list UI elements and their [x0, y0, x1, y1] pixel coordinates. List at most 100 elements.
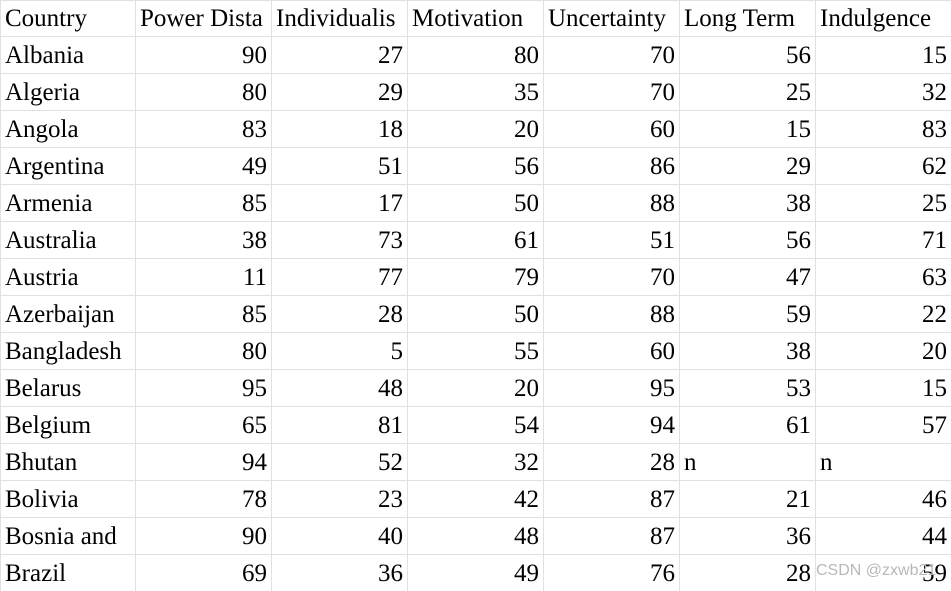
cell[interactable]: 54 — [407, 406, 544, 444]
cell[interactable]: 62 — [815, 147, 951, 185]
cell[interactable]: 76 — [543, 554, 680, 591]
cell[interactable]: 20 — [815, 332, 951, 370]
cell[interactable]: 88 — [543, 295, 680, 333]
header-cell[interactable]: Long Term — [679, 0, 816, 37]
cell[interactable]: 86 — [543, 147, 680, 185]
cell[interactable]: 17 — [271, 184, 408, 222]
cell[interactable]: 20 — [407, 110, 544, 148]
cell[interactable]: 50 — [407, 295, 544, 333]
cell[interactable]: 48 — [407, 517, 544, 555]
cell[interactable]: 49 — [407, 554, 544, 591]
cell[interactable]: 71 — [815, 221, 951, 259]
cell[interactable]: 20 — [407, 369, 544, 407]
cell[interactable]: 85 — [135, 184, 272, 222]
cell[interactable]: 59 — [815, 554, 951, 591]
cell[interactable]: 48 — [271, 369, 408, 407]
cell[interactable]: Austria — [0, 258, 136, 296]
cell[interactable]: 5 — [271, 332, 408, 370]
cell[interactable]: 94 — [135, 443, 272, 481]
cell[interactable]: 49 — [135, 147, 272, 185]
cell[interactable]: Azerbaijan — [0, 295, 136, 333]
cell[interactable]: 35 — [407, 73, 544, 111]
header-cell[interactable]: Power Dista — [135, 0, 272, 37]
cell[interactable]: 11 — [135, 258, 272, 296]
cell[interactable]: 77 — [271, 258, 408, 296]
cell[interactable]: 80 — [407, 36, 544, 74]
cell[interactable]: n — [815, 443, 951, 481]
cell[interactable]: 95 — [543, 369, 680, 407]
cell[interactable]: 38 — [679, 184, 816, 222]
cell[interactable]: 73 — [271, 221, 408, 259]
cell[interactable]: 47 — [679, 258, 816, 296]
cell[interactable]: 78 — [135, 480, 272, 518]
cell[interactable]: 25 — [815, 184, 951, 222]
cell[interactable]: 65 — [135, 406, 272, 444]
cell[interactable]: 69 — [135, 554, 272, 591]
cell[interactable]: 57 — [815, 406, 951, 444]
cell[interactable]: 90 — [135, 517, 272, 555]
cell[interactable]: Australia — [0, 221, 136, 259]
cell[interactable]: 28 — [679, 554, 816, 591]
cell[interactable]: 36 — [679, 517, 816, 555]
cell[interactable]: Bosnia and — [0, 517, 136, 555]
cell[interactable]: Argentina — [0, 147, 136, 185]
cell[interactable]: 88 — [543, 184, 680, 222]
cell[interactable]: Armenia — [0, 184, 136, 222]
cell[interactable]: 56 — [407, 147, 544, 185]
cell[interactable]: 15 — [815, 36, 951, 74]
cell[interactable]: 29 — [679, 147, 816, 185]
cell[interactable]: Belarus — [0, 369, 136, 407]
cell[interactable]: 70 — [543, 73, 680, 111]
cell[interactable]: 28 — [543, 443, 680, 481]
cell[interactable]: 61 — [407, 221, 544, 259]
header-cell[interactable]: Uncertainty — [543, 0, 680, 37]
cell[interactable]: 95 — [135, 369, 272, 407]
cell[interactable]: 32 — [407, 443, 544, 481]
cell[interactable]: 23 — [271, 480, 408, 518]
cell[interactable]: 32 — [815, 73, 951, 111]
cell[interactable]: 25 — [679, 73, 816, 111]
cell[interactable]: 80 — [135, 332, 272, 370]
cell[interactable]: 81 — [271, 406, 408, 444]
cell[interactable]: Bolivia — [0, 480, 136, 518]
cell[interactable]: 70 — [543, 258, 680, 296]
cell[interactable]: 38 — [679, 332, 816, 370]
cell[interactable]: 38 — [135, 221, 272, 259]
cell[interactable]: Belgium — [0, 406, 136, 444]
header-cell[interactable]: Motivation — [407, 0, 544, 37]
cell[interactable]: 83 — [135, 110, 272, 148]
cell[interactable]: 15 — [679, 110, 816, 148]
cell[interactable]: 94 — [543, 406, 680, 444]
cell[interactable]: 40 — [271, 517, 408, 555]
cell[interactable]: 61 — [679, 406, 816, 444]
cell[interactable]: Angola — [0, 110, 136, 148]
cell[interactable]: Albania — [0, 36, 136, 74]
cell[interactable]: 56 — [679, 36, 816, 74]
cell[interactable]: Bangladesh — [0, 332, 136, 370]
cell[interactable]: 90 — [135, 36, 272, 74]
cell[interactable]: 44 — [815, 517, 951, 555]
cell[interactable]: 18 — [271, 110, 408, 148]
cell[interactable]: 85 — [135, 295, 272, 333]
cell[interactable]: 52 — [271, 443, 408, 481]
cell[interactable]: Brazil — [0, 554, 136, 591]
cell[interactable]: 46 — [815, 480, 951, 518]
cell[interactable]: 60 — [543, 110, 680, 148]
cell[interactable]: 51 — [271, 147, 408, 185]
cell[interactable]: 27 — [271, 36, 408, 74]
cell[interactable]: 59 — [679, 295, 816, 333]
cell[interactable]: 83 — [815, 110, 951, 148]
cell[interactable]: 60 — [543, 332, 680, 370]
cell[interactable]: Algeria — [0, 73, 136, 111]
cell[interactable]: 51 — [543, 221, 680, 259]
cell[interactable]: 55 — [407, 332, 544, 370]
cell[interactable]: 80 — [135, 73, 272, 111]
header-cell[interactable]: Country — [0, 0, 136, 37]
header-cell[interactable]: Individualis — [271, 0, 408, 37]
cell[interactable]: Bhutan — [0, 443, 136, 481]
cell[interactable]: 22 — [815, 295, 951, 333]
cell[interactable]: 29 — [271, 73, 408, 111]
cell[interactable]: 53 — [679, 369, 816, 407]
cell[interactable]: 28 — [271, 295, 408, 333]
cell[interactable]: 42 — [407, 480, 544, 518]
